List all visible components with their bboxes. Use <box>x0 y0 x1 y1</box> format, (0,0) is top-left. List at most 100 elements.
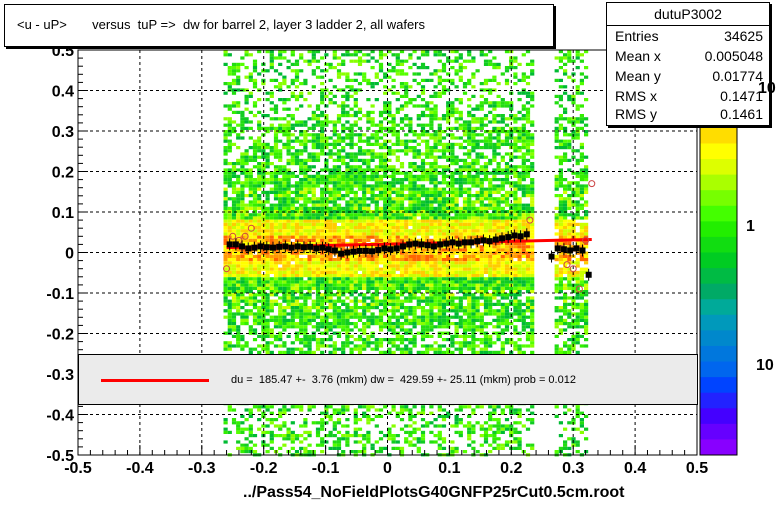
heatmap-cell <box>441 277 447 281</box>
heatmap-cell <box>437 181 442 185</box>
heatmap-cell <box>399 411 405 415</box>
heatmap-cell <box>290 117 295 121</box>
heatmap-cell <box>395 130 400 134</box>
heatmap-cell <box>471 338 476 342</box>
heatmap-cell <box>320 450 325 454</box>
heatmap-cell <box>265 418 270 422</box>
heatmap-cell <box>429 216 434 220</box>
heatmap-cell <box>441 293 447 297</box>
heatmap-cell <box>441 136 447 140</box>
heatmap-cell <box>227 290 232 294</box>
heatmap-cell <box>454 216 459 220</box>
heatmap-cell <box>357 418 363 422</box>
heatmap-cell <box>278 126 283 130</box>
heatmap-cell <box>433 251 438 255</box>
heatmap-cell <box>311 334 316 338</box>
heatmap-cell <box>282 82 287 86</box>
heatmap-cell <box>387 286 392 290</box>
heatmap-cell <box>467 53 472 57</box>
heatmap-cell <box>387 299 392 303</box>
heatmap-cell <box>404 88 409 92</box>
heatmap-cell <box>303 162 308 166</box>
heatmap-cell <box>315 59 321 63</box>
heatmap-cell <box>265 254 270 258</box>
heatmap-cell <box>324 318 329 322</box>
heatmap-cell <box>412 270 417 274</box>
heatmap-cell <box>353 197 358 201</box>
heatmap-cell <box>311 219 316 223</box>
heatmap-cell <box>290 219 295 223</box>
heatmap-cell <box>378 155 384 159</box>
heatmap-cell <box>244 213 249 217</box>
heatmap-cell <box>282 75 287 79</box>
heatmap-cell <box>227 232 232 236</box>
heatmap-cell <box>395 344 400 348</box>
heatmap-cell <box>475 219 480 223</box>
heatmap-cell <box>467 178 472 182</box>
heatmap-cell <box>341 248 346 252</box>
heatmap-cell <box>252 264 258 268</box>
heatmap-cell <box>345 187 350 191</box>
heatmap-cell <box>387 283 392 287</box>
heatmap-cell <box>252 59 258 63</box>
heatmap-cell <box>345 296 350 300</box>
heatmap-cell <box>408 328 413 332</box>
heatmap-cell <box>412 174 417 178</box>
heatmap-cell <box>387 168 392 172</box>
heatmap-cell <box>416 200 421 204</box>
heatmap-cell <box>328 190 333 194</box>
heatmap-cell <box>265 210 270 214</box>
heatmap-cell <box>404 210 409 214</box>
heatmap-cell <box>387 69 392 73</box>
heatmap-cell <box>408 174 413 178</box>
heatmap-cell <box>412 152 417 156</box>
heatmap-cell <box>408 274 413 278</box>
heatmap-cell <box>416 238 421 242</box>
heatmap-cell <box>282 184 287 188</box>
heatmap-cell <box>353 168 358 172</box>
heatmap-cell <box>282 187 287 191</box>
heatmap-cell <box>362 405 367 409</box>
heatmap-cell <box>252 178 258 182</box>
heatmap-cell <box>446 290 451 294</box>
heatmap-cell <box>387 235 392 239</box>
heatmap-cell <box>420 171 426 175</box>
heatmap-cell <box>248 280 253 284</box>
heatmap-cell <box>236 283 241 287</box>
heatmap-cell <box>357 139 363 143</box>
heatmap-cell <box>378 325 384 329</box>
heatmap-cell <box>303 251 308 255</box>
heatmap-cell <box>467 315 472 319</box>
heatmap-cell <box>475 155 480 159</box>
heatmap-cell <box>248 430 253 434</box>
heatmap-cell <box>252 261 258 265</box>
heatmap-cell <box>265 443 270 447</box>
heatmap-cell <box>324 286 329 290</box>
heatmap-cell <box>299 178 304 182</box>
heatmap-cell <box>441 187 447 191</box>
heatmap-cell <box>429 203 434 207</box>
heatmap-cell <box>311 277 316 281</box>
heatmap-cell <box>454 229 459 233</box>
heatmap-cell <box>240 136 245 140</box>
heatmap-cell <box>357 427 363 431</box>
heatmap-cell <box>290 200 295 204</box>
heatmap-cell <box>404 216 409 220</box>
heatmap-cell <box>383 446 388 450</box>
heatmap-cell <box>240 347 245 351</box>
heatmap-cell <box>261 267 266 271</box>
heatmap-cell <box>441 91 447 95</box>
heatmap-cell <box>467 104 472 108</box>
heatmap-cell <box>290 405 295 409</box>
heatmap-cell <box>257 408 262 412</box>
heatmap-cell <box>429 229 434 233</box>
heatmap-cell <box>408 197 413 201</box>
heatmap-cell <box>450 181 455 185</box>
heatmap-cell <box>383 174 388 178</box>
heatmap-cell <box>437 414 442 418</box>
heatmap-cell <box>387 261 392 265</box>
heatmap-cell <box>475 274 480 278</box>
heatmap-cell <box>471 280 476 284</box>
heatmap-cell <box>345 142 350 146</box>
heatmap-cell <box>420 261 426 265</box>
